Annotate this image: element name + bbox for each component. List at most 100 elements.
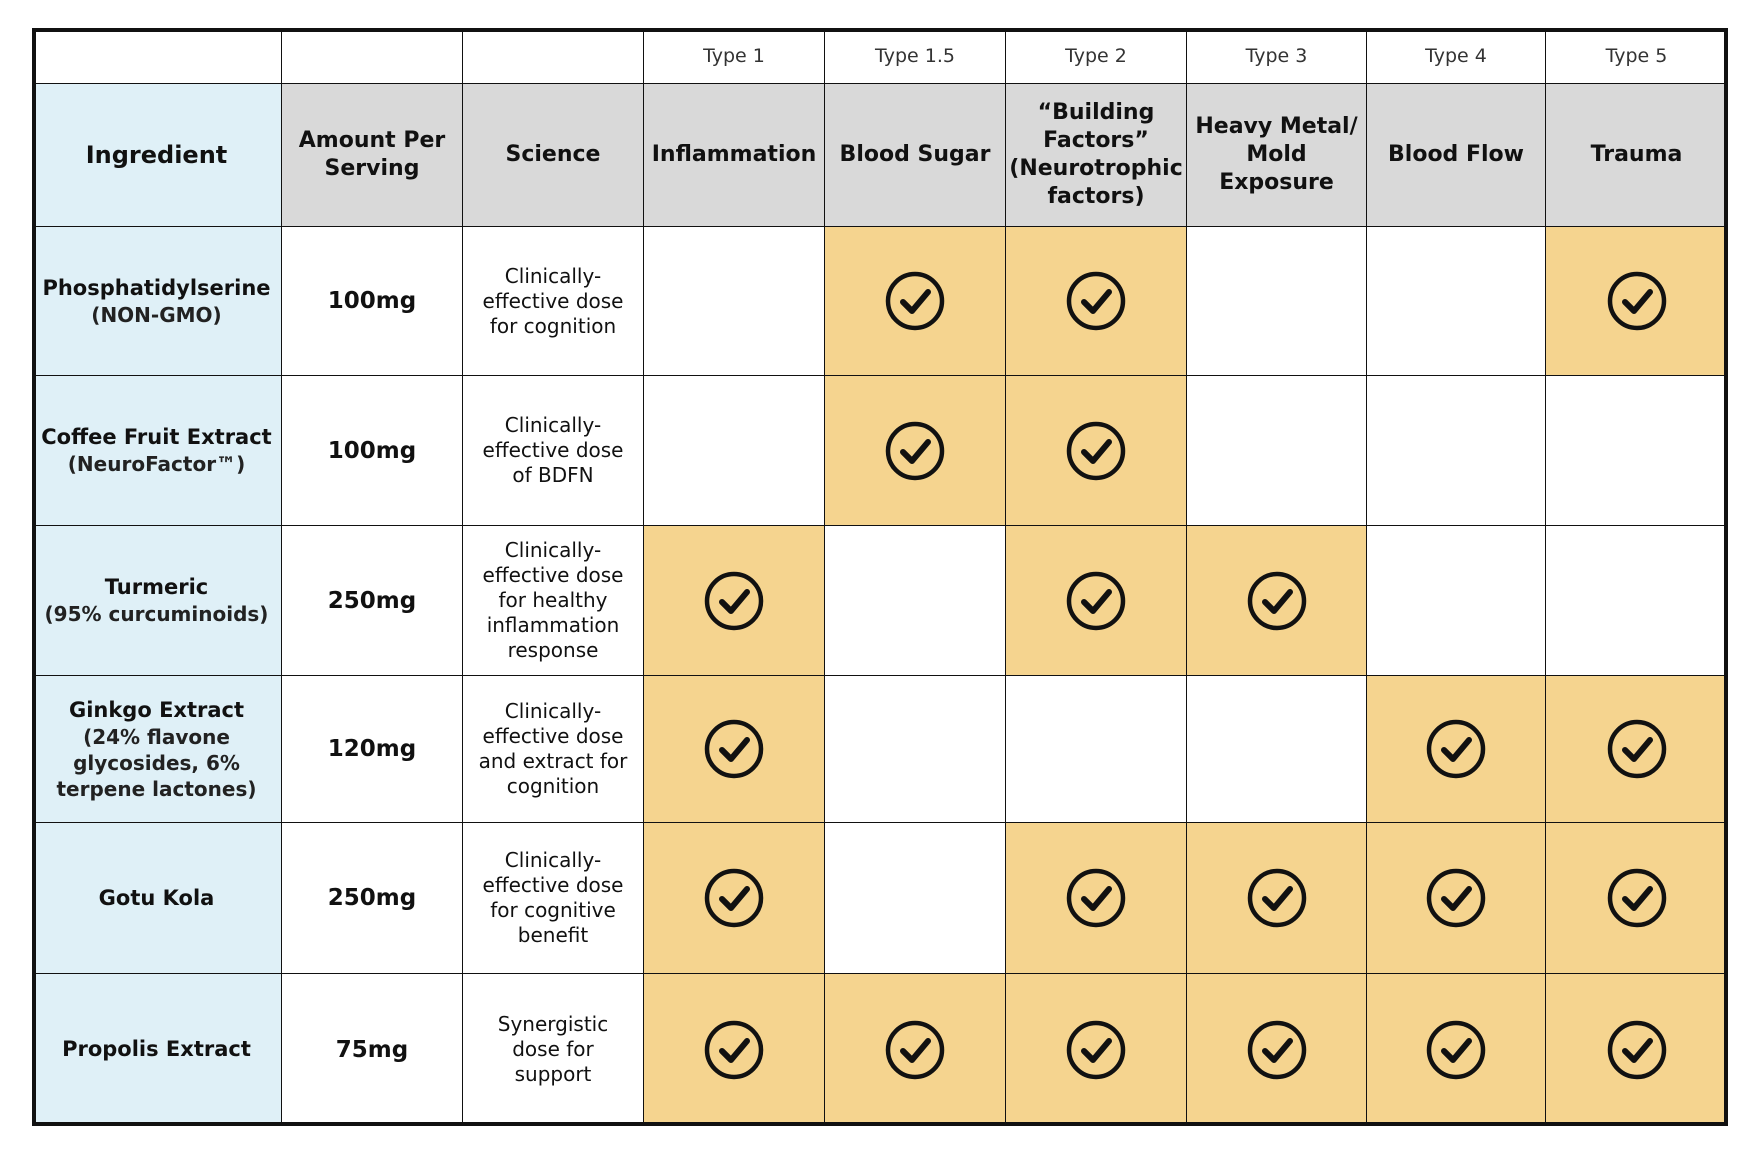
- check-icon: [704, 1020, 764, 1079]
- amount: 75mg: [335, 1036, 409, 1063]
- checked-cell: [1367, 676, 1546, 823]
- check-icon: [1247, 571, 1306, 630]
- empty-cell: [644, 227, 825, 376]
- check-icon: [1607, 868, 1666, 928]
- ingredient-name: Propolis Extract: [62, 1037, 251, 1061]
- header-cell: Inflammation: [644, 84, 825, 227]
- empty-cell: [1367, 526, 1546, 676]
- type-label: Type 4: [1425, 44, 1487, 67]
- checked-cell: [1546, 227, 1728, 376]
- check-icon: [885, 271, 945, 331]
- ingredient-cell: Ginkgo Extract (24% flavone glycosides, 6…: [32, 676, 282, 823]
- checked-cell: [1006, 823, 1187, 974]
- checked-cell: [1546, 676, 1728, 823]
- checked-cell: [1006, 974, 1187, 1126]
- checked-cell: [825, 227, 1006, 376]
- type-cell: Type 5: [1546, 28, 1728, 84]
- amount: 120mg: [327, 736, 417, 762]
- type-cell: [32, 28, 282, 84]
- header-label: Science: [505, 142, 601, 167]
- ingredient-name: Coffee Fruit Extract: [41, 425, 272, 449]
- checked-cell: [1367, 823, 1546, 974]
- type-label: Type 3: [1245, 44, 1308, 67]
- type-label: Type 1.5: [875, 44, 955, 67]
- ingredient-detail: (24% flavone glycosides, 6% terpene lact…: [56, 724, 257, 801]
- science: Clinically-effective dose and extract fo…: [478, 699, 628, 798]
- checked-cell: [1187, 823, 1367, 974]
- checked-cell: [644, 526, 825, 676]
- checked-cell: [1187, 974, 1367, 1126]
- empty-cell: [825, 526, 1006, 676]
- header-label: Blood Sugar: [839, 142, 991, 167]
- amount-cell: 250mg: [282, 526, 463, 676]
- header-cell: Amount Per Serving: [282, 84, 463, 227]
- empty-cell: [825, 823, 1006, 974]
- header-cell: Trauma: [1546, 84, 1728, 227]
- header-label: Amount Per Serving: [298, 128, 446, 181]
- type-cell: Type 3: [1187, 28, 1367, 84]
- check-icon: [1066, 1020, 1126, 1079]
- check-icon: [1426, 719, 1486, 779]
- check-icon: [1607, 719, 1666, 779]
- empty-cell: [644, 376, 825, 526]
- header-cell: “Building Factors” (Neurotrophic factors…: [1006, 84, 1187, 227]
- amount: 250mg: [327, 587, 417, 614]
- empty-cell: [1546, 526, 1728, 676]
- ingredient-name: Gotu Kola: [98, 885, 215, 910]
- checked-cell: [1546, 974, 1728, 1126]
- header-cell: Ingredient: [32, 84, 282, 227]
- checked-cell: [1006, 227, 1187, 376]
- checked-cell: [1187, 526, 1367, 676]
- check-icon: [1607, 271, 1666, 331]
- check-icon: [1066, 421, 1126, 480]
- ingredient-detail: (95% curcuminoids): [44, 602, 269, 626]
- check-icon: [1607, 1020, 1666, 1079]
- amount-cell: 75mg: [282, 974, 463, 1126]
- check-icon: [1066, 271, 1126, 331]
- header-label: Trauma: [1590, 142, 1683, 167]
- header-cell: Science: [463, 84, 644, 227]
- empty-cell: [1187, 376, 1367, 526]
- science-cell: Clinically-effective dose for healthy in…: [463, 526, 644, 676]
- empty-cell: [1546, 376, 1728, 526]
- ingredient-cell: Phosphatidylserine (NON-GMO): [32, 227, 282, 376]
- type-label: Type 2: [1065, 44, 1127, 67]
- check-icon: [1426, 868, 1486, 928]
- type-cell: [463, 28, 644, 84]
- ingredient-detail: (NeuroFactor™): [67, 452, 246, 476]
- amount-cell: 120mg: [282, 676, 463, 823]
- checked-cell: [644, 974, 825, 1126]
- science: Clinically-effective dose of BDFN: [482, 413, 624, 487]
- ingredient-cell: Turmeric (95% curcuminoids): [32, 526, 282, 676]
- checked-cell: [825, 974, 1006, 1126]
- science-cell: Clinically-effective dose for cognitive …: [463, 823, 644, 974]
- check-icon: [885, 421, 945, 480]
- check-icon: [1066, 868, 1126, 928]
- checked-cell: [1006, 526, 1187, 676]
- check-icon: [885, 1020, 945, 1079]
- ingredient-cell: Coffee Fruit Extract (NeuroFactor™): [32, 376, 282, 526]
- check-icon: [1066, 571, 1126, 630]
- amount: 100mg: [327, 437, 417, 464]
- amount-cell: 100mg: [282, 376, 463, 526]
- science-cell: Synergistic dose for support: [463, 974, 644, 1126]
- header-label: Inflammation: [651, 142, 817, 167]
- amount: 100mg: [327, 288, 417, 314]
- type-cell: Type 2: [1006, 28, 1187, 84]
- ingredient-name: Turmeric: [104, 575, 209, 599]
- amount-cell: 100mg: [282, 227, 463, 376]
- science: Clinically-effective dose for cognition: [482, 263, 624, 338]
- type-cell: Type 1: [644, 28, 825, 84]
- empty-cell: [825, 676, 1006, 823]
- header-label: Ingredient: [85, 141, 228, 169]
- ingredient-name: Phosphatidylserine: [42, 275, 271, 300]
- amount: 250mg: [327, 885, 417, 911]
- empty-cell: [1187, 227, 1367, 376]
- checked-cell: [1367, 974, 1546, 1126]
- checked-cell: [1006, 376, 1187, 526]
- science-cell: Clinically-effective dose of BDFN: [463, 376, 644, 526]
- ingredient-cell: Gotu Kola: [32, 823, 282, 974]
- science: Synergistic dose for support: [497, 1012, 609, 1086]
- type-label: Type 1: [703, 44, 765, 67]
